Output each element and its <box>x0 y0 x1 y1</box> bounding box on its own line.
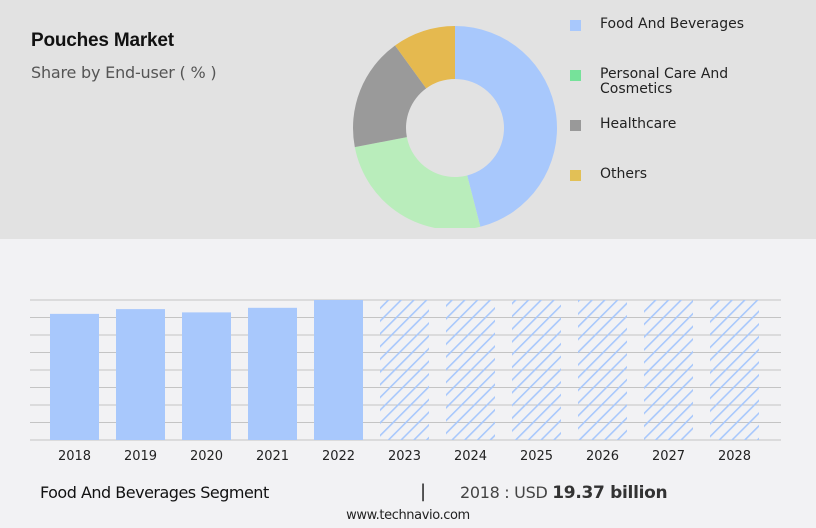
bar-2022 <box>314 300 363 440</box>
legend-swatch-icon <box>570 20 581 31</box>
bar-2018 <box>50 313 99 440</box>
bar-2019 <box>116 309 165 440</box>
donut-slice <box>352 45 427 148</box>
legend-label: Healthcare <box>600 116 677 132</box>
value-year-label: 2018 : USD <box>460 483 553 502</box>
x-axis-label: 2020 <box>190 449 223 464</box>
x-axis-label: 2018 <box>58 449 91 464</box>
x-axis-label: 2023 <box>388 449 421 464</box>
x-axis-label: 2022 <box>322 449 355 464</box>
x-axis-label: 2019 <box>124 449 157 464</box>
x-axis-label: 2021 <box>256 449 289 464</box>
donut-slice <box>455 26 557 227</box>
x-axis-label: 2024 <box>454 449 487 464</box>
source-url: www.technavio.com <box>346 508 470 523</box>
bar-2021 <box>248 307 297 440</box>
bar-2026 <box>578 300 627 440</box>
bar-2028 <box>710 300 759 440</box>
chart-title: Pouches Market <box>31 30 174 51</box>
legend-label: Food And Beverages <box>600 16 745 32</box>
segment-label: Food And Beverages Segment <box>40 483 269 502</box>
x-axis-label: 2027 <box>652 449 685 464</box>
donut-slice <box>395 26 455 89</box>
bar-chart: 2018 2019 2020 2021 2022 2023 2024 2025 2026 2027… <box>0 280 816 470</box>
bar-2023 <box>380 300 429 440</box>
value-amount: 19.37 billion <box>552 483 668 503</box>
x-axis-label: 2028 <box>718 449 751 464</box>
segment-value: 2018 : USD 19.37 billion <box>460 483 668 503</box>
bar-2025 <box>512 300 561 440</box>
divider: | <box>420 481 427 502</box>
bar-2027 <box>644 300 693 440</box>
legend-label: Others <box>600 166 648 182</box>
x-axis-label: 2026 <box>586 449 619 464</box>
bar-2020 <box>182 312 231 440</box>
donut-slice <box>354 137 481 230</box>
legend-swatch-icon <box>570 170 581 181</box>
legend-swatch-icon <box>570 120 581 131</box>
chart-subtitle: Share by End-user ( % ) <box>31 63 217 82</box>
bar-2024 <box>446 300 495 440</box>
legend-label: Personal Care And Cosmetics <box>600 66 729 97</box>
legend-swatch-icon <box>570 70 581 81</box>
donut-chart <box>340 0 580 239</box>
x-axis-label: 2025 <box>520 449 553 464</box>
